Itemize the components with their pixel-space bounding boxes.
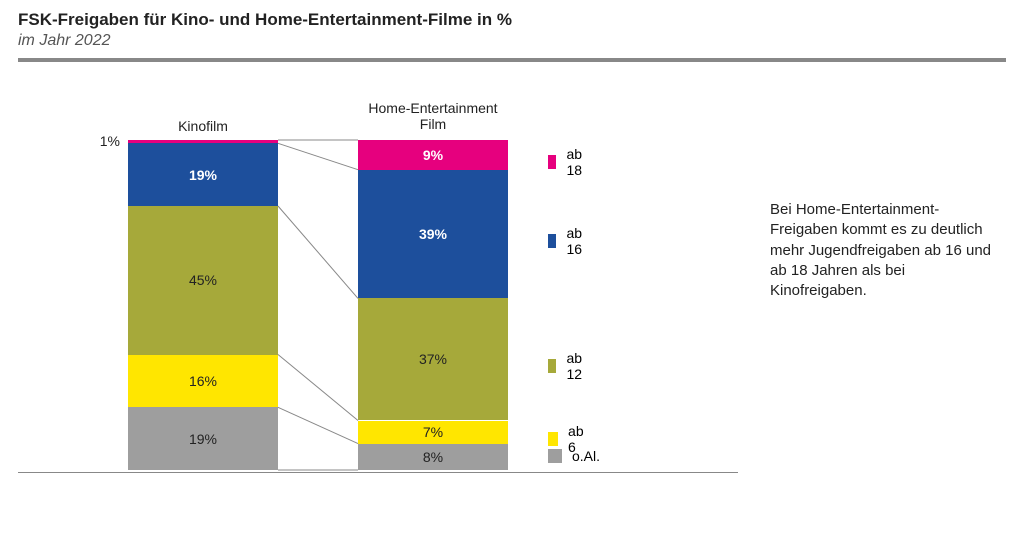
legend-item-oAl: o.Al. (548, 448, 600, 464)
bar-label-kino: Kinofilm (108, 118, 298, 134)
segment-home-ab12: 37% (358, 298, 508, 420)
legend-item-ab12: ab 12 (548, 350, 588, 382)
bottom-rule (18, 472, 738, 473)
legend-swatch-ab18 (548, 155, 556, 169)
segment-kino-ab6: 16% (128, 355, 278, 408)
legend-swatch-oAl (548, 449, 562, 463)
legend-label-ab18: ab 18 (566, 146, 587, 178)
legend-item-ab18: ab 18 (548, 146, 588, 178)
side-annotation: Bei Home-Entertainment-Freigaben kommt e… (770, 200, 1000, 301)
legend-swatch-ab6 (548, 432, 558, 446)
bar-home: 9%39%37%7%8% (358, 140, 508, 470)
bar-label-home: Home-EntertainmentFilm (338, 100, 528, 132)
legend-swatch-ab12 (548, 359, 556, 373)
page-title: FSK-Freigaben für Kino- und Home-Enterta… (18, 10, 1024, 30)
segment-label-outside-kino-ab18: 1% (80, 133, 120, 149)
segment-home-ab16: 39% (358, 170, 508, 299)
segment-kino-ab12: 45% (128, 206, 278, 355)
legend-label-oAl: o.Al. (572, 448, 600, 464)
segment-home-ab18: 9% (358, 140, 508, 170)
segment-kino-ab16: 19% (128, 143, 278, 206)
legend-label-ab12: ab 12 (566, 350, 587, 382)
legend-swatch-ab16 (548, 234, 556, 248)
chart: KinofilmHome-EntertainmentFilm1%19%45%16… (18, 80, 738, 480)
legend-item-ab16: ab 16 (548, 225, 588, 257)
header-rule (18, 58, 1006, 62)
segment-kino-oAl: 19% (128, 407, 278, 470)
page-subtitle: im Jahr 2022 (18, 32, 1024, 50)
segment-home-oAl: 8% (358, 444, 508, 470)
legend-label-ab16: ab 16 (566, 225, 587, 257)
segment-home-ab6: 7% (358, 421, 508, 444)
bar-kino: 19%45%16%19% (128, 140, 278, 470)
